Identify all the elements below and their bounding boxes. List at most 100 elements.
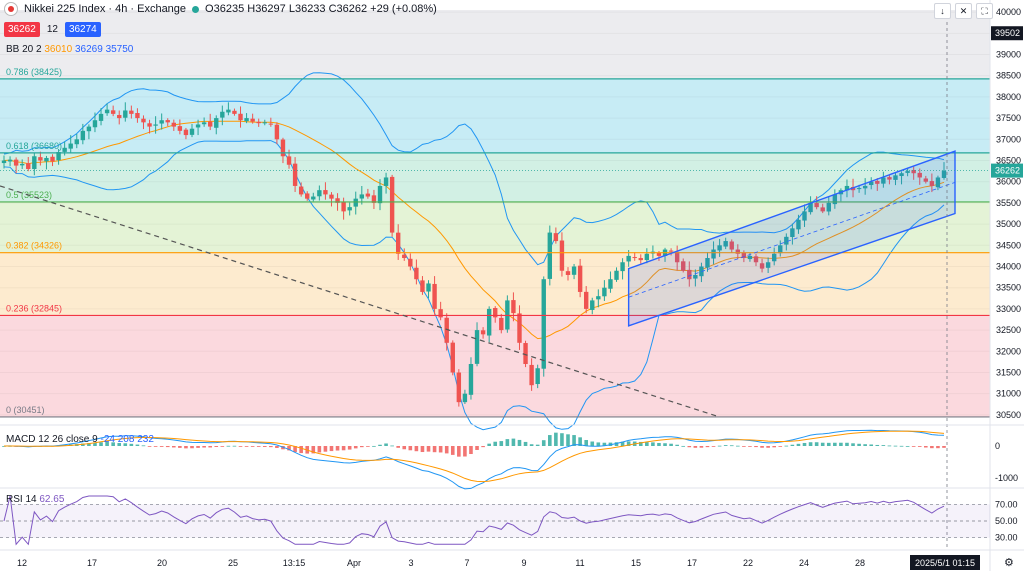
macd-histogram-bar: [238, 446, 243, 447]
macd-histogram-bar: [620, 441, 625, 446]
candle-body: [377, 185, 383, 204]
candle-body: [638, 258, 643, 261]
macd-histogram-bar: [360, 446, 364, 448]
fullscreen-icon[interactable]: ⛶: [976, 3, 993, 19]
channel-midline: [628, 181, 956, 298]
candle-body: [517, 313, 522, 343]
price-tick-label: 32000: [996, 346, 1021, 356]
macd-histogram-bar: [687, 446, 692, 448]
rsi-legend[interactable]: RSI 14 62.65: [6, 494, 64, 505]
macd-histogram-bar: [924, 446, 928, 448]
buy-price-button[interactable]: 36274: [64, 22, 101, 37]
candle-body: [486, 308, 492, 336]
macd-histogram-bar: [214, 446, 219, 447]
candle-body: [13, 159, 19, 166]
rsi-pane: [0, 495, 990, 546]
bb-upper-line: [3, 72, 945, 266]
macd-histogram-bar: [833, 442, 837, 446]
candle-body: [887, 177, 892, 180]
price-tick-label: 38500: [996, 71, 1021, 81]
macd-legend[interactable]: MACD 12 26 close 9 -24 208 232: [6, 434, 154, 445]
price-tick-label: 30500: [996, 410, 1021, 420]
candle-body: [511, 300, 516, 314]
candle-body: [262, 122, 267, 124]
candle-body: [74, 139, 79, 145]
macd-histogram-bar: [566, 434, 570, 446]
macd-histogram-bar: [578, 437, 582, 446]
candle-body: [389, 176, 395, 233]
candle-body: [98, 113, 104, 121]
candle-body: [899, 173, 904, 177]
macd-histogram-bar: [457, 446, 461, 457]
candle-body: [808, 202, 813, 213]
price-tick-label: 40000: [996, 7, 1021, 17]
macd-histogram-bar: [675, 444, 679, 446]
candle-body: [226, 109, 231, 113]
fib-label: 0.236 (32845): [6, 303, 62, 313]
candle-body: [747, 255, 753, 260]
candle-body: [626, 255, 631, 262]
candle-body: [232, 110, 237, 114]
macd-histogram-bar: [117, 443, 122, 446]
candle-body: [80, 130, 86, 141]
macd-histogram-bar: [196, 446, 200, 448]
x-tick-label: 7: [464, 558, 469, 568]
fib-band-3: [0, 252, 990, 316]
band-above-fib: [0, 10, 990, 79]
candle-body: [632, 257, 637, 259]
candle-body: [826, 202, 831, 212]
macd-histogram-bar: [930, 446, 934, 449]
candle-body: [395, 232, 401, 254]
arrow-down-icon[interactable]: ↓: [934, 3, 951, 19]
candle-body: [347, 207, 352, 211]
macd-histogram-bar: [614, 442, 619, 446]
candle-body: [383, 177, 389, 186]
candle-body: [62, 147, 67, 152]
macd-histogram-bar: [820, 442, 825, 446]
macd-histogram-bar: [723, 445, 728, 446]
candle-body: [298, 186, 304, 195]
sell-price-button[interactable]: 36262: [4, 22, 40, 37]
candle-body: [881, 177, 886, 184]
collapse-icon[interactable]: ✕: [955, 3, 972, 19]
macd-line: [3, 429, 945, 490]
macd-histogram-bar: [335, 446, 340, 451]
bb-label: BB 20 2: [6, 44, 42, 55]
candle-body: [189, 128, 195, 135]
candle-body: [456, 372, 462, 403]
macd-histogram-bar: [760, 446, 764, 448]
macd-histogram-bar: [366, 446, 370, 447]
candle-body: [256, 121, 261, 124]
ohlc-readout: O36235 H36297 L36233 C36262 +29 (+0.08%): [205, 3, 437, 15]
candle-body: [771, 253, 777, 262]
candle-body: [844, 185, 850, 191]
macd-histogram-bar: [529, 444, 534, 446]
macd-histogram-bar: [657, 442, 661, 446]
macd-histogram-bar: [875, 444, 880, 446]
candle-body: [856, 188, 862, 190]
price-tick-label: 31500: [996, 367, 1021, 377]
macd-histogram-bar: [590, 441, 595, 446]
macd-histogram-bar: [705, 446, 710, 448]
symbol-title[interactable]: Nikkei 225 Index · 4h · Exchange: [24, 3, 187, 15]
candle-body: [541, 279, 546, 369]
macd-histogram-bar: [584, 440, 588, 446]
macd-histogram-bar: [493, 441, 498, 446]
macd-histogram-bar: [147, 446, 152, 447]
macd-histogram-bar: [178, 446, 182, 448]
candle-body: [50, 156, 55, 162]
candle-body: [220, 111, 225, 118]
macd-histogram-bar: [250, 446, 255, 447]
bb-upper-value: 36269: [74, 44, 103, 55]
fib-label: 0.786 (38425): [6, 67, 62, 77]
candle-body: [408, 258, 413, 267]
candle-body: [38, 157, 43, 161]
macd-tick-label: -1000: [995, 473, 1018, 483]
candle-body: [571, 266, 577, 275]
macd-histogram-bar: [402, 446, 407, 450]
bb-legend[interactable]: BB 20 2 36010 36269 35750: [6, 44, 133, 55]
crosshair-price-label: 39502: [995, 28, 1020, 38]
fib-label: 0 (30451): [6, 405, 45, 415]
macd-histogram-bar: [353, 446, 358, 449]
